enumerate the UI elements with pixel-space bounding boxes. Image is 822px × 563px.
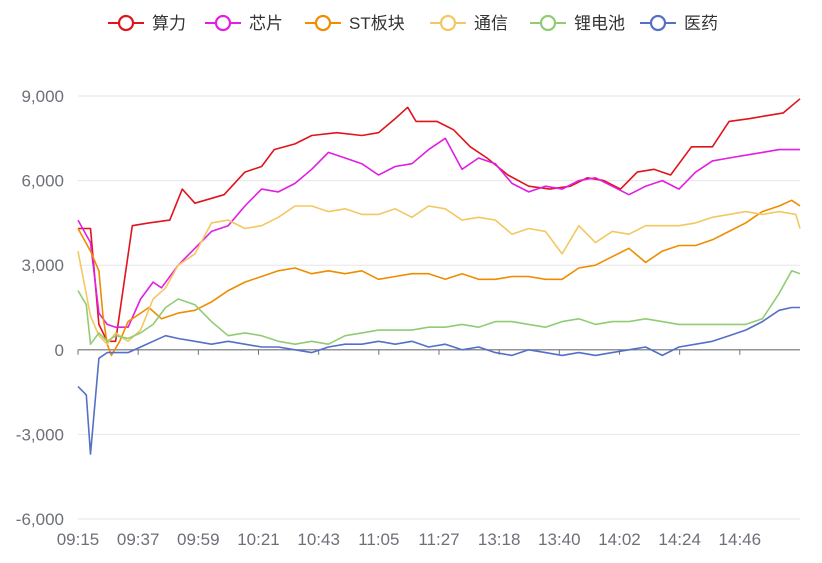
legend-marker-icon xyxy=(117,14,135,32)
series-lines xyxy=(77,98,801,455)
grid-lines xyxy=(78,95,800,520)
series-line-1[interactable] xyxy=(77,137,800,328)
x-tick-label: 14:02 xyxy=(598,530,641,549)
legend-item[interactable]: 通信 xyxy=(430,14,508,33)
y-tick-label: 6,000 xyxy=(21,172,64,191)
legend-item[interactable]: ST板块 xyxy=(305,14,405,33)
x-tick-label: 14:46 xyxy=(719,530,762,549)
legend-item[interactable]: 算力 xyxy=(108,14,186,33)
y-tick-label: -3,000 xyxy=(16,425,64,444)
legend-marker-icon xyxy=(314,14,332,32)
y-tick-label: 9,000 xyxy=(21,87,64,106)
x-tick-label: 10:21 xyxy=(237,530,280,549)
legend-item[interactable]: 医药 xyxy=(640,14,718,33)
legend-marker-icon xyxy=(649,14,667,32)
legend-label: 通信 xyxy=(474,14,508,33)
x-tick-label: 13:40 xyxy=(538,530,581,549)
series-line-0[interactable] xyxy=(78,98,801,343)
series-line-4[interactable] xyxy=(77,270,801,345)
x-tick-label: 09:59 xyxy=(177,530,220,549)
legend-label: 算力 xyxy=(152,14,186,33)
y-tick-label: -6,000 xyxy=(16,510,64,529)
legend-item[interactable]: 锂电池 xyxy=(530,14,625,33)
legend-label: 锂电池 xyxy=(574,14,625,33)
legend-marker-icon xyxy=(539,14,557,32)
x-tick-label: 09:15 xyxy=(57,530,100,549)
x-tick-label: 11:05 xyxy=(358,530,399,549)
legend-marker-icon xyxy=(439,14,457,32)
series-line-3[interactable] xyxy=(77,205,801,345)
x-tick-label: 14:24 xyxy=(658,530,701,549)
x-tick-label: 10:43 xyxy=(297,530,340,549)
legend[interactable]: 算力 芯片 ST板块 通信 锂电池 医药 xyxy=(108,14,718,33)
x-tick-label: 13:18 xyxy=(478,530,521,549)
x-tick-label: 09:37 xyxy=(117,530,160,549)
legend-label: 芯片 xyxy=(249,14,283,33)
series-line-5[interactable] xyxy=(77,306,800,455)
legend-item[interactable]: 芯片 xyxy=(205,14,283,33)
y-tick-label: 3,000 xyxy=(21,256,64,275)
axes: -6,000 -3,000 0 3,000 6,000 9,000 09:15 09:37 09… xyxy=(16,87,800,549)
x-tick-label: 11:27 xyxy=(418,530,459,549)
legend-label: ST板块 xyxy=(349,14,405,33)
series-line-2[interactable] xyxy=(77,199,801,357)
legend-label: 医药 xyxy=(684,14,718,33)
legend-marker-icon xyxy=(214,14,232,32)
y-tick-label: 0 xyxy=(55,341,64,360)
